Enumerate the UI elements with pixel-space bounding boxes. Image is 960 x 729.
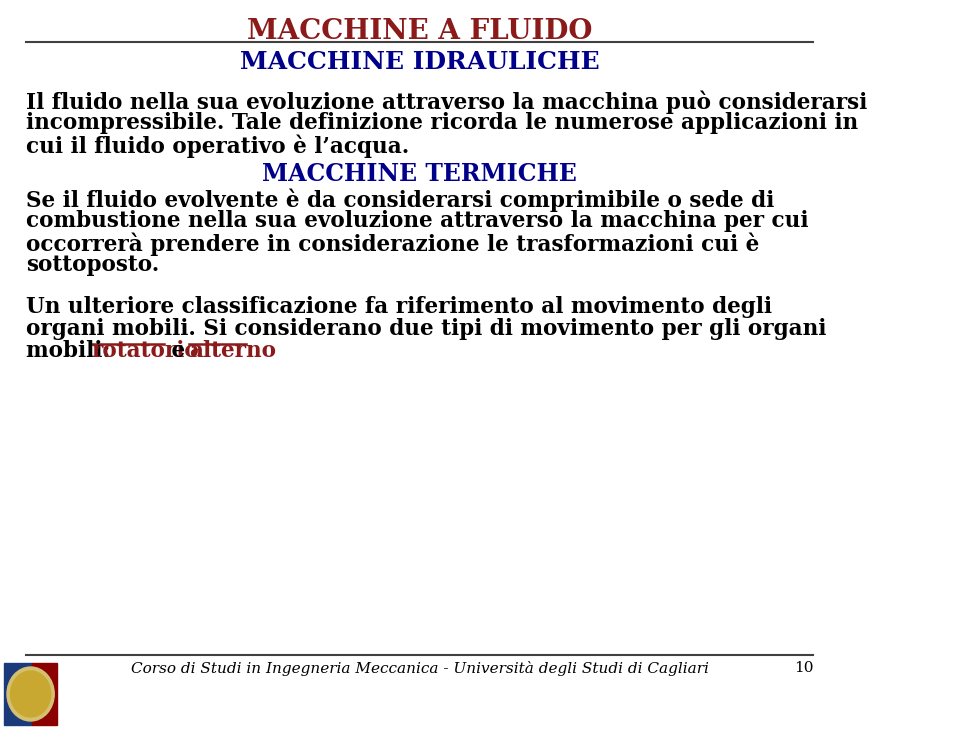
Text: Corso di Studi in Ingegneria Meccanica - Università degli Studi di Cagliari: Corso di Studi in Ingegneria Meccanica -… <box>131 661 708 676</box>
Text: sottoposto.: sottoposto. <box>26 254 159 276</box>
Ellipse shape <box>11 671 51 717</box>
Text: MACCHINE IDRAULICHE: MACCHINE IDRAULICHE <box>240 50 600 74</box>
Text: e: e <box>164 340 193 362</box>
Text: occorrerà prendere in considerazione le trasformazioni cui è: occorrerà prendere in considerazione le … <box>26 232 759 255</box>
Text: MACCHINE TERMICHE: MACCHINE TERMICHE <box>262 162 577 186</box>
Text: Un ulteriore classificazione fa riferimento al movimento degli: Un ulteriore classificazione fa riferime… <box>26 296 772 318</box>
Text: Il fluido nella sua evoluzione attraverso la macchina può considerarsi: Il fluido nella sua evoluzione attravers… <box>26 90 868 114</box>
Ellipse shape <box>7 667 54 721</box>
Text: rotatorio: rotatorio <box>91 340 199 362</box>
Text: MACCHINE A FLUIDO: MACCHINE A FLUIDO <box>247 18 592 45</box>
Text: organi mobili. Si considerano due tipi di movimento per gli organi: organi mobili. Si considerano due tipi d… <box>26 318 827 340</box>
Text: combustione nella sua evoluzione attraverso la macchina per cui: combustione nella sua evoluzione attrave… <box>26 210 808 232</box>
Text: Se il fluido evolvente è da considerarsi comprimibile o sede di: Se il fluido evolvente è da considerarsi… <box>26 188 775 211</box>
Bar <box>33 663 57 725</box>
Text: alterno: alterno <box>189 340 276 362</box>
Text: 10: 10 <box>794 661 813 675</box>
Text: cui il fluido operativo è l’acqua.: cui il fluido operativo è l’acqua. <box>26 134 410 157</box>
Text: incompressibile. Tale definizione ricorda le numerose applicazioni in: incompressibile. Tale definizione ricord… <box>26 112 858 134</box>
Bar <box>5 663 33 725</box>
Text: mobili:: mobili: <box>26 340 118 362</box>
